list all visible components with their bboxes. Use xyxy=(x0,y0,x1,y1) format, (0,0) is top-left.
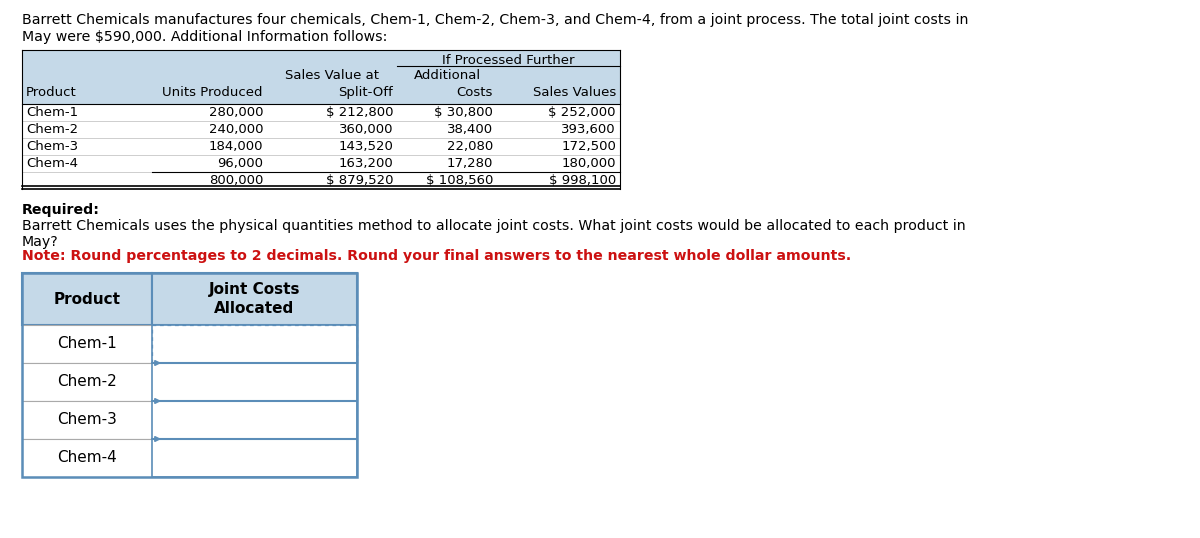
Text: Barrett Chemicals uses the physical quantities method to allocate joint costs. W: Barrett Chemicals uses the physical quan… xyxy=(22,219,966,233)
Text: Units Produced: Units Produced xyxy=(162,86,263,99)
Text: 143,520: 143,520 xyxy=(338,140,394,153)
Text: Joint Costs
Allocated: Joint Costs Allocated xyxy=(209,282,300,316)
Bar xyxy=(22,121,620,138)
Text: Sales Values: Sales Values xyxy=(533,86,616,99)
Text: Sales Value at: Sales Value at xyxy=(286,69,379,82)
Text: 180,000: 180,000 xyxy=(562,157,616,170)
Text: Barrett Chemicals manufactures four chemicals, Chem-1, Chem-2, Chem-3, and Chem-: Barrett Chemicals manufactures four chem… xyxy=(22,13,968,27)
Text: 22,080: 22,080 xyxy=(446,140,493,153)
Text: 38,400: 38,400 xyxy=(446,123,493,136)
Bar xyxy=(22,439,152,477)
Text: Chem-4: Chem-4 xyxy=(58,450,116,465)
Text: Additional: Additional xyxy=(414,69,480,82)
Text: Required:: Required: xyxy=(22,203,100,217)
Text: 393,600: 393,600 xyxy=(562,123,616,136)
Bar xyxy=(152,363,358,401)
Text: Product: Product xyxy=(54,292,120,307)
Text: $ 998,100: $ 998,100 xyxy=(548,174,616,187)
Text: $ 30,800: $ 30,800 xyxy=(434,106,493,119)
Text: 17,280: 17,280 xyxy=(446,157,493,170)
Bar xyxy=(152,325,358,363)
Bar xyxy=(22,138,620,155)
Text: 96,000: 96,000 xyxy=(217,157,263,170)
Text: Chem-2: Chem-2 xyxy=(58,374,116,390)
Text: $ 212,800: $ 212,800 xyxy=(325,106,394,119)
Bar xyxy=(22,172,620,189)
Text: Chem-3: Chem-3 xyxy=(58,413,116,428)
Text: $ 879,520: $ 879,520 xyxy=(325,174,394,187)
Text: $ 252,000: $ 252,000 xyxy=(548,106,616,119)
Text: 184,000: 184,000 xyxy=(209,140,263,153)
Text: Chem-3: Chem-3 xyxy=(26,140,78,153)
Text: Chem-4: Chem-4 xyxy=(26,157,78,170)
Bar xyxy=(22,104,620,121)
Text: 172,500: 172,500 xyxy=(562,140,616,153)
Text: $ 108,560: $ 108,560 xyxy=(426,174,493,187)
Text: Costs: Costs xyxy=(457,86,493,99)
Text: 280,000: 280,000 xyxy=(209,106,263,119)
Bar xyxy=(22,363,152,401)
Bar xyxy=(22,50,620,104)
Bar xyxy=(152,439,358,477)
Bar xyxy=(22,273,152,325)
Bar xyxy=(22,401,152,439)
Text: 800,000: 800,000 xyxy=(209,174,263,187)
Bar xyxy=(22,155,620,172)
Text: Note: Round percentages to 2 decimals. Round your final answers to the nearest w: Note: Round percentages to 2 decimals. R… xyxy=(22,249,851,263)
Bar xyxy=(22,325,152,363)
Text: Chem-2: Chem-2 xyxy=(26,123,78,136)
Bar xyxy=(152,273,358,325)
Bar xyxy=(152,401,358,439)
Text: Product: Product xyxy=(26,86,77,99)
Text: Chem-1: Chem-1 xyxy=(58,336,116,351)
Text: 360,000: 360,000 xyxy=(338,123,394,136)
Text: 240,000: 240,000 xyxy=(209,123,263,136)
Text: Chem-1: Chem-1 xyxy=(26,106,78,119)
Text: May were $590,000. Additional Information follows:: May were $590,000. Additional Informatio… xyxy=(22,30,388,44)
Text: May?: May? xyxy=(22,235,59,249)
Text: If Processed Further: If Processed Further xyxy=(443,54,575,67)
Text: Split-Off: Split-Off xyxy=(338,86,394,99)
Bar xyxy=(22,273,358,477)
Text: 163,200: 163,200 xyxy=(338,157,394,170)
